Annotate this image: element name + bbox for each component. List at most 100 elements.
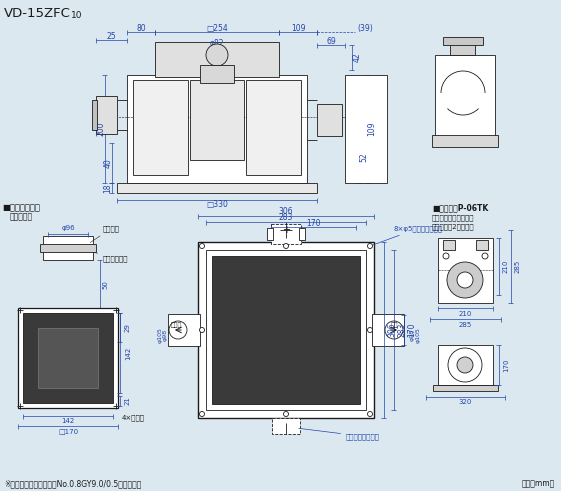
Text: 40: 40 xyxy=(103,158,113,168)
Text: 306: 306 xyxy=(388,323,397,337)
Circle shape xyxy=(367,327,373,332)
Circle shape xyxy=(482,253,488,259)
Circle shape xyxy=(283,411,288,416)
Text: 69: 69 xyxy=(326,36,336,46)
Text: 18: 18 xyxy=(103,183,113,193)
Text: 170: 170 xyxy=(306,218,321,227)
Bar xyxy=(345,75,387,183)
Bar xyxy=(200,65,234,83)
Text: 15: 15 xyxy=(102,315,108,324)
Text: φ98: φ98 xyxy=(410,329,415,341)
Bar xyxy=(438,345,493,385)
Text: □330: □330 xyxy=(206,200,228,210)
Bar xyxy=(299,228,305,240)
Text: 10: 10 xyxy=(71,10,82,20)
Text: (39): (39) xyxy=(357,24,373,33)
Text: ※グリル色調はマンセルNo.0.8GY9.0/0.5（近似色）: ※グリル色調はマンセルNo.0.8GY9.0/0.5（近似色） xyxy=(4,480,141,489)
Text: VD-15ZFC: VD-15ZFC xyxy=(4,6,71,20)
Text: パッキン: パッキン xyxy=(90,225,120,243)
Text: 170: 170 xyxy=(503,358,509,372)
Text: φ105: φ105 xyxy=(416,327,421,343)
Bar xyxy=(443,240,455,250)
Text: 283: 283 xyxy=(398,323,407,337)
Circle shape xyxy=(457,357,473,373)
Bar xyxy=(372,314,404,346)
Text: 29: 29 xyxy=(125,323,131,332)
Circle shape xyxy=(457,272,473,288)
Bar xyxy=(40,244,96,252)
Bar xyxy=(38,328,98,388)
Text: 52: 52 xyxy=(360,152,369,162)
Circle shape xyxy=(283,244,288,248)
Text: 142: 142 xyxy=(125,346,131,359)
Bar xyxy=(92,100,97,130)
Text: 8×φ5据付穴（薄肉）: 8×φ5据付穴（薄肉） xyxy=(373,225,443,245)
Circle shape xyxy=(443,253,449,259)
Text: 109: 109 xyxy=(291,24,305,33)
Bar xyxy=(432,135,498,147)
Bar xyxy=(117,183,317,193)
Text: φ98: φ98 xyxy=(163,329,168,341)
Text: 283: 283 xyxy=(279,213,293,221)
Text: ■副吸込グリル: ■副吸込グリル xyxy=(2,203,40,213)
Text: （単位mm）: （単位mm） xyxy=(522,480,555,489)
Bar xyxy=(438,238,493,303)
Bar xyxy=(433,385,498,391)
Text: 25: 25 xyxy=(107,32,116,41)
Bar xyxy=(267,228,273,240)
Text: ■天吊金具P-06TK: ■天吊金具P-06TK xyxy=(432,203,488,213)
Bar xyxy=(317,104,342,136)
Text: 電源コード穴位置: 電源コード穴位置 xyxy=(299,428,380,439)
Bar xyxy=(96,96,117,134)
Text: φ96: φ96 xyxy=(61,225,75,231)
Bar xyxy=(450,43,475,55)
Bar xyxy=(198,242,374,418)
Text: 320: 320 xyxy=(459,399,472,405)
Bar xyxy=(127,75,307,183)
Bar xyxy=(168,314,200,346)
Text: ダクト接続部: ダクト接続部 xyxy=(96,253,128,262)
Text: （同梱品）: （同梱品） xyxy=(10,213,33,221)
Text: 142: 142 xyxy=(61,418,75,424)
Text: 据付位置（2点吊り）: 据付位置（2点吊り） xyxy=(432,224,475,230)
Text: 210: 210 xyxy=(503,260,509,273)
Bar xyxy=(272,418,300,434)
Text: 306: 306 xyxy=(279,208,293,217)
Bar xyxy=(443,37,483,45)
Text: 109: 109 xyxy=(367,122,376,136)
Text: □254: □254 xyxy=(206,24,228,33)
Bar xyxy=(435,55,495,140)
Text: 170: 170 xyxy=(407,323,416,337)
Circle shape xyxy=(200,244,205,248)
Text: 副吸込: 副吸込 xyxy=(171,322,182,328)
Bar xyxy=(48,240,88,256)
Circle shape xyxy=(367,244,373,248)
Text: φ82: φ82 xyxy=(210,38,224,48)
Text: φ105: φ105 xyxy=(158,327,163,343)
Circle shape xyxy=(367,411,373,416)
Text: 285: 285 xyxy=(459,322,472,328)
Circle shape xyxy=(206,44,228,66)
Bar xyxy=(23,313,113,403)
Bar xyxy=(206,250,366,410)
Text: 排気: 排気 xyxy=(390,322,398,328)
Text: 21: 21 xyxy=(125,397,131,406)
Bar xyxy=(271,224,301,244)
Text: □170: □170 xyxy=(58,428,78,434)
Text: 210: 210 xyxy=(459,311,472,317)
Bar xyxy=(155,42,279,77)
Text: 50: 50 xyxy=(102,280,108,289)
Text: （別売システム部材）: （別売システム部材） xyxy=(432,215,475,221)
Bar xyxy=(133,80,188,175)
Bar xyxy=(43,236,93,260)
Circle shape xyxy=(200,411,205,416)
Text: 285: 285 xyxy=(515,260,521,273)
Text: 80: 80 xyxy=(136,24,146,33)
Text: 42: 42 xyxy=(352,53,361,62)
Text: +: + xyxy=(282,225,290,235)
Text: 4×据付穴: 4×据付穴 xyxy=(122,415,145,421)
Circle shape xyxy=(200,327,205,332)
Bar xyxy=(246,80,301,175)
Bar xyxy=(18,308,118,408)
Bar xyxy=(190,80,244,160)
